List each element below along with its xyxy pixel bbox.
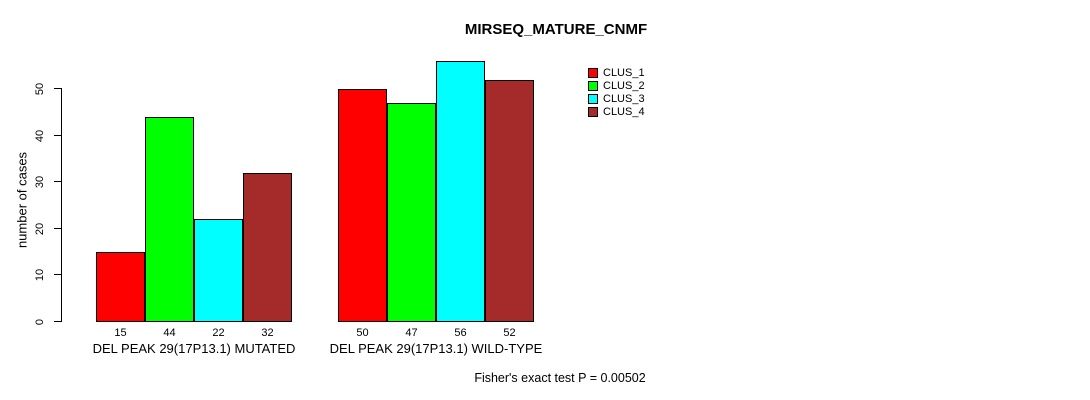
bar-clus_4 [243,173,292,322]
legend-item-clus_2: CLUS_2 [588,79,645,92]
footnote-text: Fisher's exact test P = 0.00502 [474,371,646,385]
bar-clus_4 [485,80,534,322]
y-axis-label: number of cases [14,151,30,249]
x-axis-group-label: DEL PEAK 29(17P13.1) WILD-TYPE [329,341,543,356]
legend-item-label: CLUS_2 [603,79,645,92]
chart-title: MIRSEQ_MATURE_CNMF [464,21,648,38]
y-axis-tick-label: 0 [34,318,46,325]
bar-value-label: 22 [212,327,225,339]
legend-item-label: CLUS_4 [603,105,645,118]
bar-value-label: 52 [503,327,516,339]
legend-swatch-icon [588,106,598,117]
y-axis-tick-label: 40 [34,129,46,142]
y-axis-tick [54,135,61,136]
legend-item-clus_4: CLUS_4 [588,105,645,118]
legend: CLUS_1 CLUS_2 CLUS_3 CLUS_4 [588,66,645,118]
y-axis-line [61,88,62,322]
y-axis-tick [54,181,61,182]
legend-swatch-icon [588,67,598,78]
bar-clus_2 [387,103,436,322]
bar-clus_2 [145,117,194,322]
bar-value-label: 44 [163,327,176,339]
y-axis-tick-label: 10 [34,268,46,281]
bar-value-label: 32 [261,327,274,339]
legend-item-clus_1: CLUS_1 [588,66,645,79]
bar-value-label: 47 [405,327,418,339]
bar-clus_1 [338,89,387,322]
y-axis-tick-label: 50 [34,82,46,95]
x-axis-group-label: DEL PEAK 29(17P13.1) MUTATED [92,341,296,356]
legend-swatch-icon [588,93,598,104]
bar-value-label: 15 [114,327,127,339]
legend-swatch-icon [588,80,598,91]
bar-clus_3 [194,219,243,322]
legend-item-label: CLUS_3 [603,92,645,105]
bar-value-label: 56 [454,327,467,339]
y-axis-tick [54,321,61,322]
bar-value-label: 50 [356,327,369,339]
y-axis-tick [54,88,61,89]
bar-clus_3 [436,61,485,322]
bar-clus_1 [96,252,145,322]
legend-item-label: CLUS_1 [603,66,645,79]
y-axis-tick-label: 30 [34,175,46,188]
y-axis-tick [54,228,61,229]
y-axis-tick-label: 20 [34,222,46,235]
y-axis-tick [54,274,61,275]
legend-item-clus_3: CLUS_3 [588,92,645,105]
